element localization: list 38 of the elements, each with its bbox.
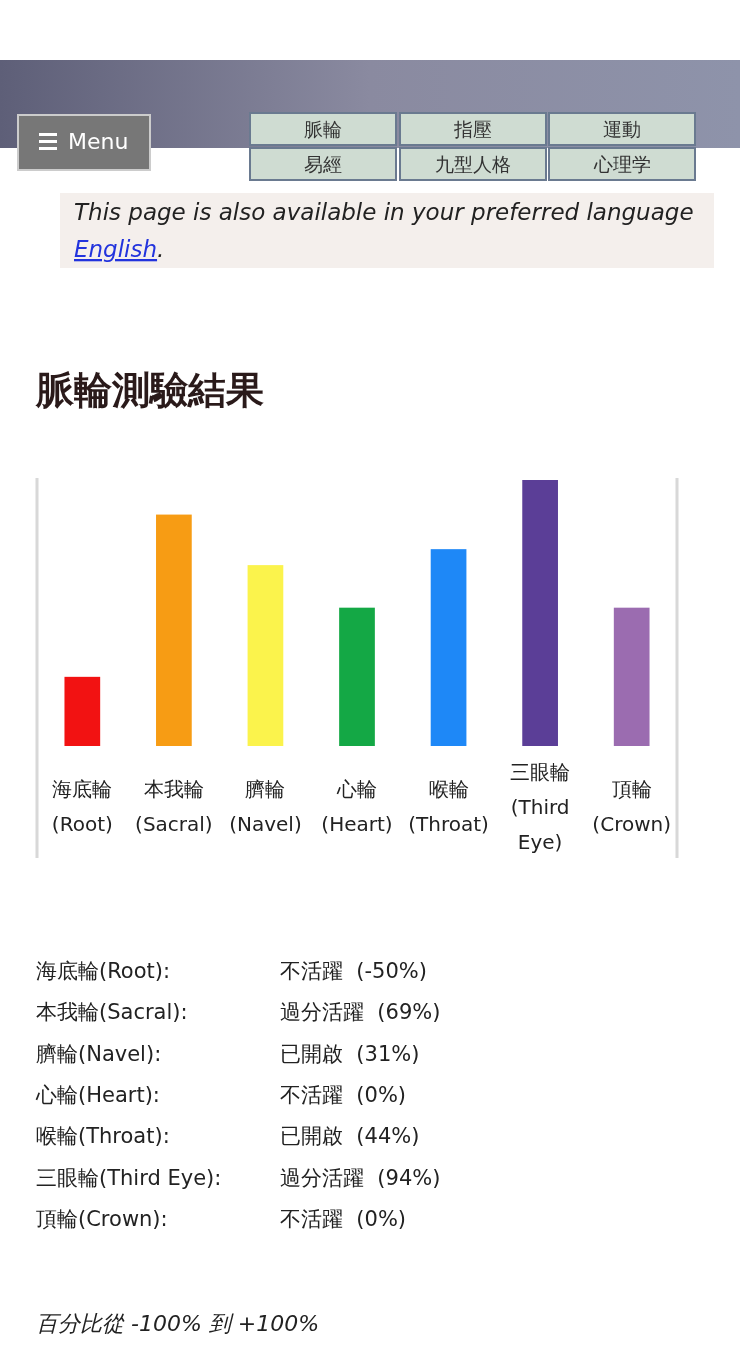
- x-tick-label: 本我輪 (Sacral): [135, 776, 213, 836]
- text: 不活躍 (-50%): [280, 959, 427, 983]
- text: 不活躍 (0%): [280, 1082, 407, 1107]
- x-tick-label: 心輪 (Heart): [321, 776, 393, 836]
- bar: [522, 480, 558, 746]
- text: 不活躍 (0%): [280, 1206, 407, 1231]
- text: 運動: [603, 118, 641, 140]
- bar: [430, 549, 467, 746]
- text: Menu: [68, 129, 129, 154]
- text: 喉輪(Throat):: [36, 1124, 170, 1149]
- text: 心理学: [592, 153, 651, 175]
- text: 指壓: [453, 118, 492, 140]
- text: 百分比從 -100% 到 +100%: [36, 1311, 320, 1336]
- text: 臍輪(Navel):: [36, 1041, 162, 1066]
- x-tick-label: 海底輪 (Root): [51, 776, 113, 836]
- text: 易經: [304, 153, 342, 175]
- text: This page is also available in your preferred language English.: [74, 199, 694, 262]
- text: 過分活躍 (94%): [280, 1165, 441, 1190]
- text: 脈輪: [304, 118, 342, 140]
- text: 海底輪(Root):: [36, 959, 171, 983]
- chart-title: 脈輪測驗結果: [35, 368, 264, 412]
- text: 已開啟 (44%): [280, 1124, 420, 1149]
- bar: [339, 607, 375, 746]
- text: 本我輪(Sacral):: [36, 1000, 188, 1025]
- text: 九型人格: [435, 153, 511, 175]
- x-tick-label: 頂輪 (Crown): [592, 776, 671, 836]
- x-tick-label: 喉輪 (Throat): [408, 776, 489, 836]
- bar: [64, 676, 101, 746]
- bar: [247, 565, 284, 746]
- x-tick-label: 臍輪 (Navel): [229, 776, 302, 836]
- text: 已開啟 (31%): [280, 1041, 420, 1066]
- text: 心輪(Heart):: [35, 1082, 160, 1107]
- bar: [613, 607, 650, 746]
- text: 過分活躍 (69%): [280, 1000, 441, 1025]
- x-tick-label: 三眼輪 (Third Eye): [510, 759, 571, 854]
- text: 頂輪(Crown):: [36, 1206, 168, 1231]
- text: 三眼輪(Third Eye):: [36, 1165, 222, 1190]
- bar: [156, 514, 192, 746]
